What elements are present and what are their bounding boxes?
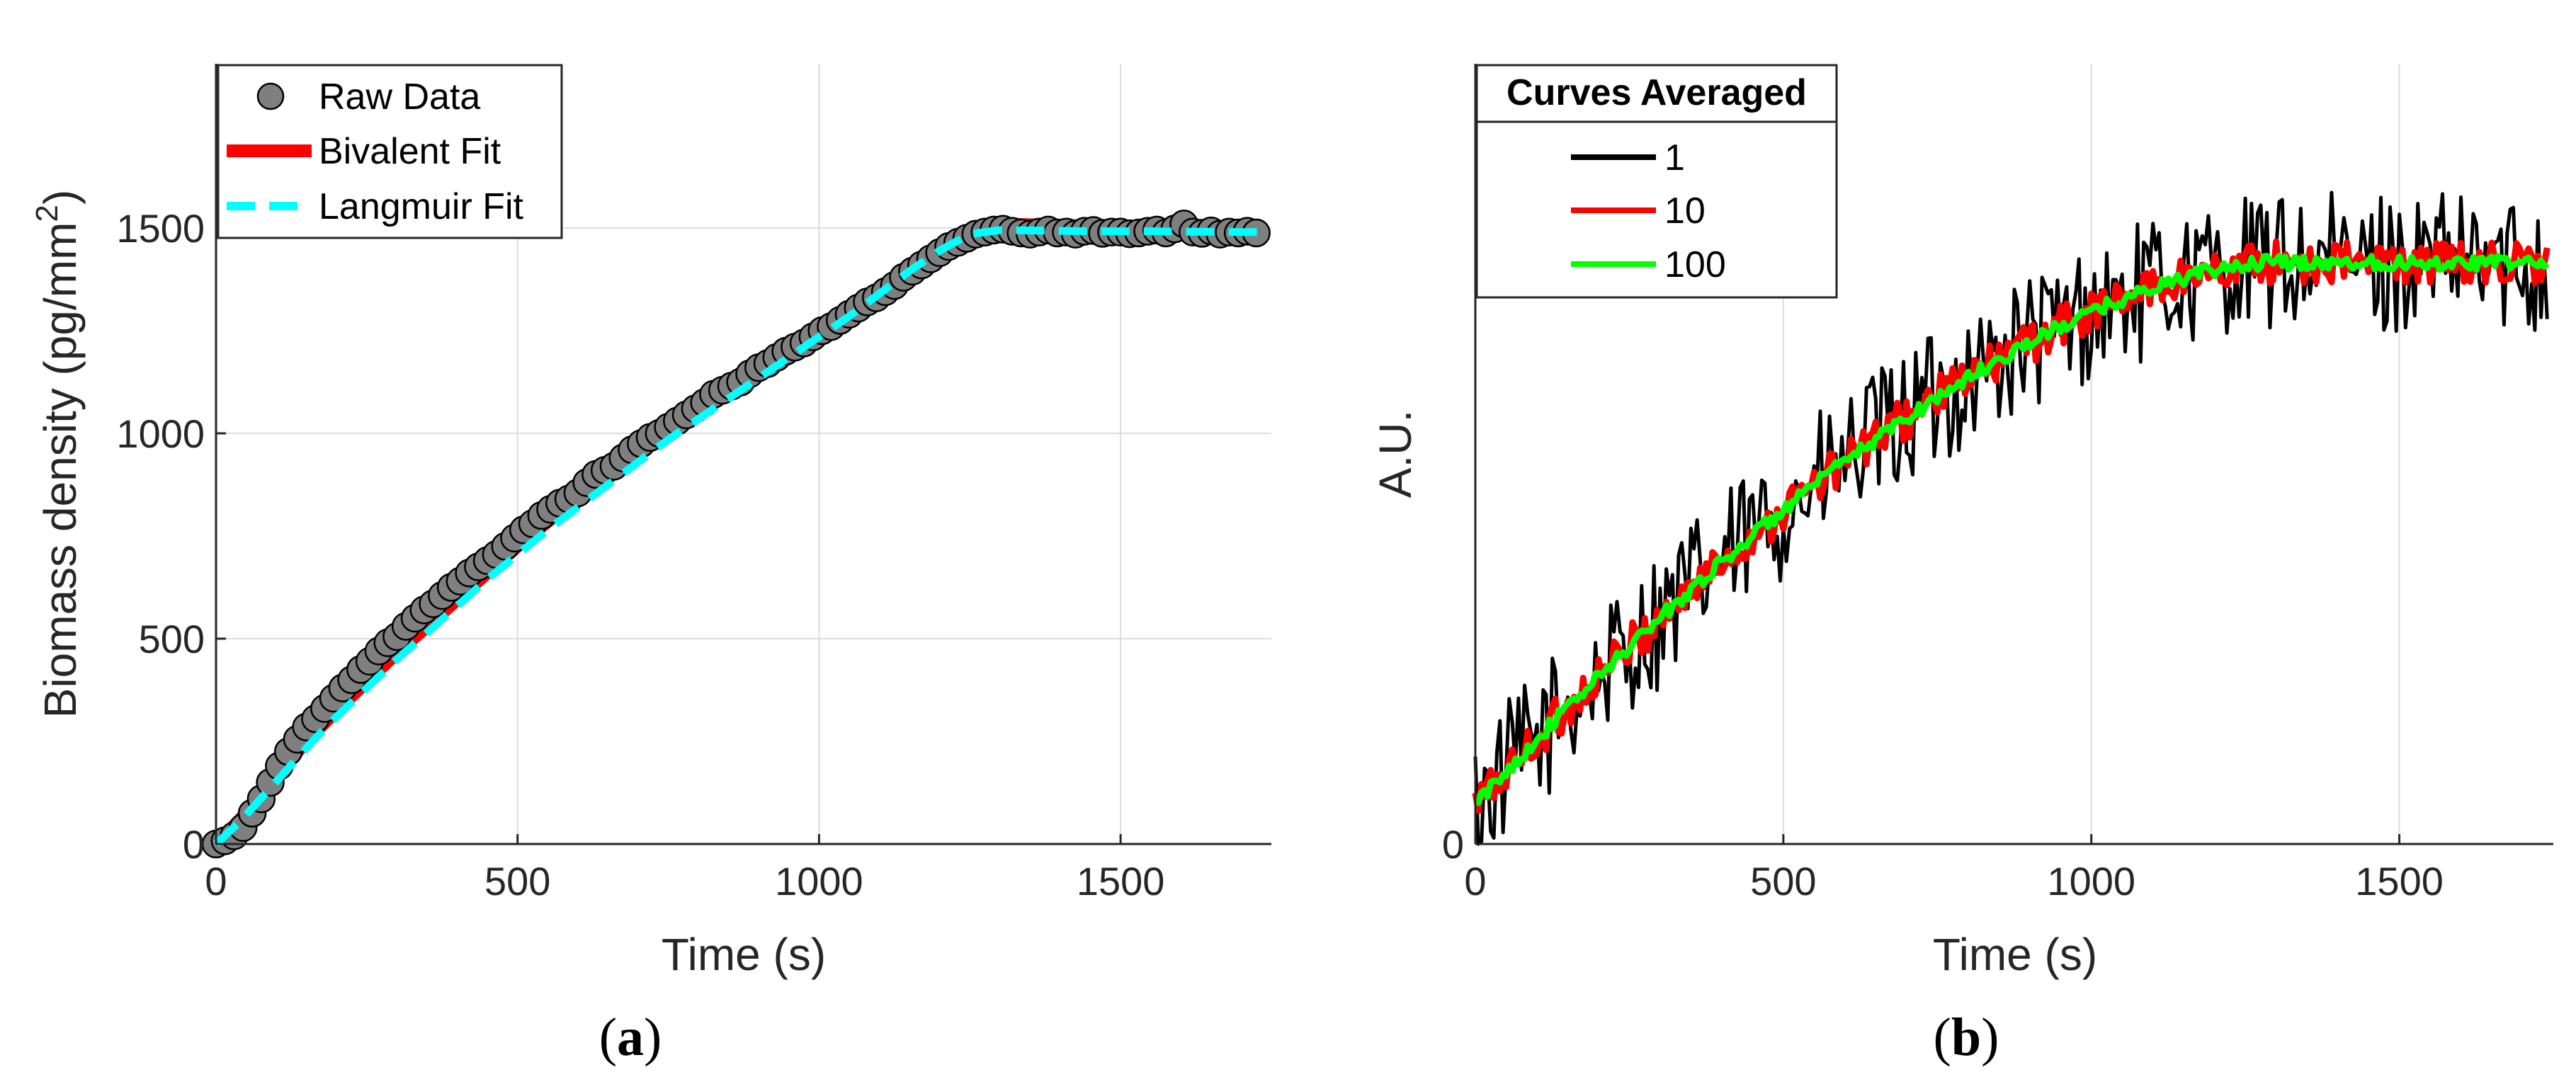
legend-curve-100-label: 100	[1664, 244, 1726, 285]
panel-b-x-tick-label: 1500	[2355, 859, 2444, 903]
legend-bivalent-label: Bivalent Fit	[319, 131, 501, 172]
curve-averaged-100-line	[1475, 253, 2550, 806]
panel-a-y-axis-label: Biomass density (pg/mm2)	[30, 190, 86, 718]
panel-b-x-axis-label: Time (s)	[1933, 929, 2097, 980]
panel-a-y-tick-label: 1500	[116, 206, 205, 251]
panel-a-x-tick-label: 500	[484, 859, 550, 903]
panel-b-x-tick-label: 500	[1750, 859, 1816, 903]
panel-a-x-tick-label: 1000	[775, 859, 863, 903]
panel-b-legend-box	[1475, 64, 1838, 299]
panel-b-caption: (b)	[1934, 1008, 1999, 1067]
legend-curve-10-label: 10	[1664, 190, 1706, 232]
panel-a-chart: 0 500 1000 1500 0 500 1000 1500 Time (s) Biomas…	[30, 64, 1271, 980]
legend-langmuir-label: Langmuir Fit	[319, 186, 524, 227]
panel-a-series	[201, 209, 1271, 859]
panel-a-caption: (a)	[599, 1008, 662, 1067]
panel-a-y-tick-label: 500	[139, 617, 205, 661]
langmuir-fit-line	[213, 226, 1259, 848]
panel-b-y-axis-label: A.U.	[1370, 410, 1421, 498]
panel-a-legend: Raw Data Bivalent Fit Langmuir Fit	[217, 64, 563, 239]
panel-b-ticks: 0 500 1000 1500 0	[1442, 822, 2444, 903]
legend-raw-data-marker	[256, 82, 285, 110]
panel-b-series	[1472, 190, 2551, 846]
panel-b-x-tick-label: 0	[1464, 859, 1486, 903]
panel-b-legend-title: Curves Averaged	[1507, 72, 1807, 113]
legend-curve-1-label: 1	[1664, 137, 1685, 178]
panel-a-ticks: 0 500 1000 1500 0 500 1000 1500	[116, 206, 1164, 903]
legend-raw-data-label: Raw Data	[319, 76, 480, 118]
panel-b-x-tick-label: 1000	[2047, 859, 2135, 903]
panel-b-legend: Curves Averaged 1 10 100	[1475, 64, 1838, 299]
panel-a-x-axis-label: Time (s)	[662, 929, 826, 980]
panel-a-y-tick-label: 0	[183, 822, 205, 867]
panel-a-x-tick-label: 0	[205, 859, 227, 903]
panel-a-y-tick-label: 1000	[116, 411, 205, 456]
panel-b-y-tick-label: 0	[1442, 822, 1464, 867]
panel-a-x-tick-label: 1500	[1077, 859, 1165, 903]
panel-b-chart: 0 500 1000 1500 0 Time (s) A.U. Curves Avera…	[1370, 64, 2553, 980]
